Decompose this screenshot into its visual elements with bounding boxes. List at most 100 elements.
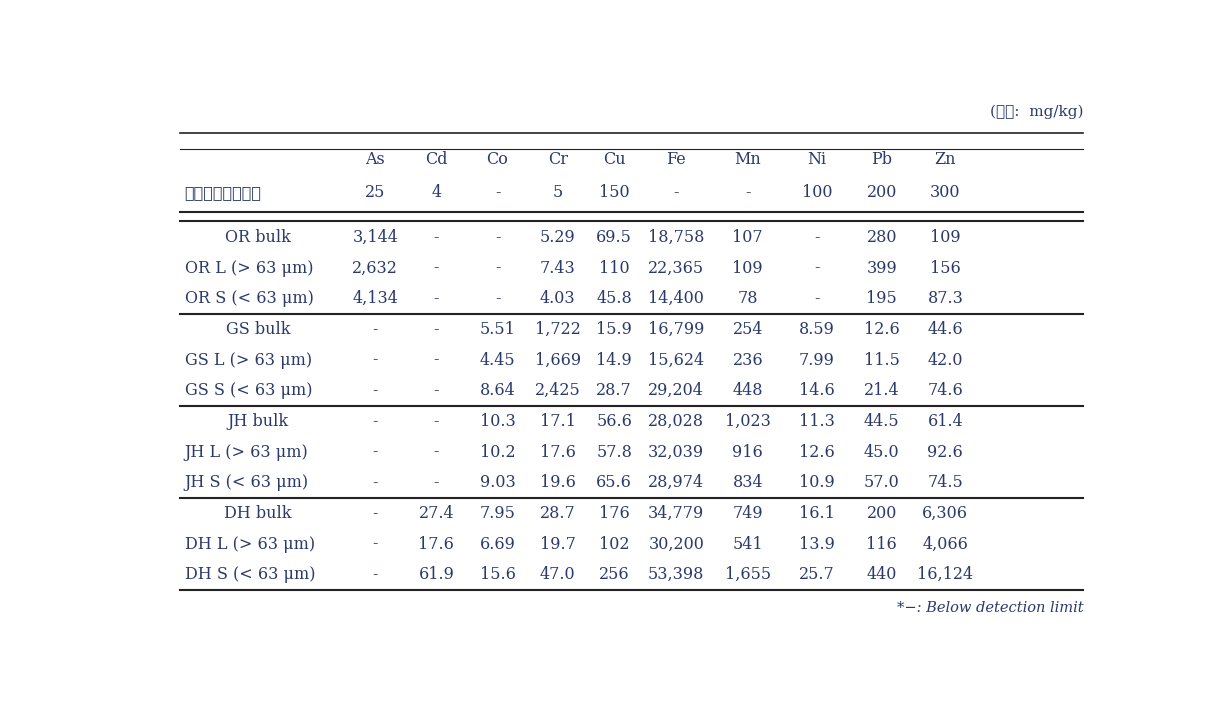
Text: 28,028: 28,028 [648, 413, 704, 430]
Text: -: - [433, 321, 439, 338]
Text: 11.5: 11.5 [864, 352, 900, 369]
Text: 57.0: 57.0 [864, 474, 900, 491]
Text: 28.7: 28.7 [596, 382, 632, 399]
Text: 18,758: 18,758 [648, 229, 704, 246]
Text: 200: 200 [867, 505, 897, 522]
Text: 9.03: 9.03 [480, 474, 516, 491]
Text: -: - [495, 290, 500, 307]
Text: 440: 440 [867, 566, 897, 583]
Text: 47.0: 47.0 [540, 566, 575, 583]
Text: 25.7: 25.7 [799, 566, 835, 583]
Text: 74.6: 74.6 [927, 382, 963, 399]
Text: 29,204: 29,204 [648, 382, 704, 399]
Text: 4,134: 4,134 [352, 290, 398, 307]
Text: 74.5: 74.5 [927, 474, 963, 491]
Text: 32,039: 32,039 [648, 444, 704, 460]
Text: Fe: Fe [666, 151, 686, 168]
Text: OR bulk: OR bulk [225, 229, 291, 246]
Text: GS S (< 63 μm): GS S (< 63 μm) [185, 382, 312, 399]
Text: 22,365: 22,365 [648, 260, 704, 277]
Text: JH S (< 63 μm): JH S (< 63 μm) [185, 474, 308, 491]
Text: OR S (< 63 μm): OR S (< 63 μm) [185, 290, 313, 307]
Text: -: - [433, 260, 439, 277]
Text: -: - [815, 229, 819, 246]
Text: 14,400: 14,400 [648, 290, 704, 307]
Text: 4: 4 [431, 185, 442, 201]
Text: 236: 236 [732, 352, 764, 369]
Text: 4.03: 4.03 [540, 290, 575, 307]
Text: -: - [433, 413, 439, 430]
Text: -: - [495, 229, 500, 246]
Text: 916: 916 [732, 444, 764, 460]
Text: 10.3: 10.3 [480, 413, 516, 430]
Text: 541: 541 [732, 536, 764, 552]
Text: 109: 109 [930, 229, 960, 246]
Text: 44.5: 44.5 [864, 413, 900, 430]
Text: 2,632: 2,632 [352, 260, 398, 277]
Text: 17.1: 17.1 [540, 413, 575, 430]
Text: Mn: Mn [734, 151, 761, 168]
Text: 6.69: 6.69 [480, 536, 516, 552]
Text: 19.7: 19.7 [540, 536, 575, 552]
Text: 69.5: 69.5 [596, 229, 632, 246]
Text: 11.3: 11.3 [799, 413, 835, 430]
Text: 16.1: 16.1 [799, 505, 835, 522]
Text: -: - [373, 352, 378, 369]
Text: 107: 107 [732, 229, 764, 246]
Text: 10.2: 10.2 [480, 444, 515, 460]
Text: 15,624: 15,624 [648, 352, 704, 369]
Text: 1,722: 1,722 [535, 321, 580, 338]
Text: 1,655: 1,655 [725, 566, 771, 583]
Text: 4,066: 4,066 [923, 536, 969, 552]
Text: 448: 448 [732, 382, 764, 399]
Text: -: - [433, 474, 439, 491]
Text: 8.59: 8.59 [799, 321, 835, 338]
Text: 61.9: 61.9 [419, 566, 454, 583]
Text: Pb: Pb [872, 151, 892, 168]
Text: DH L (> 63 μm): DH L (> 63 μm) [185, 536, 314, 552]
Text: 42.0: 42.0 [927, 352, 963, 369]
Text: 87.3: 87.3 [927, 290, 963, 307]
Text: 78: 78 [738, 290, 758, 307]
Text: 16,799: 16,799 [648, 321, 704, 338]
Text: (단위:  mg/kg): (단위: mg/kg) [989, 105, 1083, 119]
Text: 7.99: 7.99 [799, 352, 835, 369]
Text: Cr: Cr [548, 151, 568, 168]
Text: 28,974: 28,974 [648, 474, 704, 491]
Text: -: - [373, 474, 378, 491]
Text: GS bulk: GS bulk [226, 321, 290, 338]
Text: 27.4: 27.4 [419, 505, 454, 522]
Text: 44.6: 44.6 [927, 321, 963, 338]
Text: 14.9: 14.9 [596, 352, 632, 369]
Text: 110: 110 [599, 260, 630, 277]
Text: 92.6: 92.6 [927, 444, 963, 460]
Text: -: - [815, 290, 819, 307]
Text: 5.51: 5.51 [480, 321, 516, 338]
Text: 7.43: 7.43 [540, 260, 575, 277]
Text: 5.29: 5.29 [540, 229, 575, 246]
Text: 14.6: 14.6 [799, 382, 835, 399]
Text: 45.0: 45.0 [864, 444, 900, 460]
Text: 12.6: 12.6 [799, 444, 835, 460]
Text: 2,425: 2,425 [535, 382, 580, 399]
Text: -: - [373, 536, 378, 552]
Text: 254: 254 [732, 321, 764, 338]
Text: -: - [373, 382, 378, 399]
Text: -: - [495, 260, 500, 277]
Text: 1,023: 1,023 [725, 413, 771, 430]
Text: -: - [495, 185, 500, 201]
Text: 3,144: 3,144 [352, 229, 398, 246]
Text: 17.6: 17.6 [540, 444, 575, 460]
Text: 61.4: 61.4 [927, 413, 963, 430]
Text: 19.6: 19.6 [540, 474, 575, 491]
Text: GS L (> 63 μm): GS L (> 63 μm) [185, 352, 312, 369]
Text: 65.6: 65.6 [596, 474, 632, 491]
Text: 176: 176 [599, 505, 630, 522]
Text: *−: Below detection limit: *−: Below detection limit [897, 601, 1083, 615]
Text: 15.6: 15.6 [480, 566, 516, 583]
Text: Zn: Zn [935, 151, 957, 168]
Text: -: - [433, 444, 439, 460]
Text: -: - [745, 185, 750, 201]
Text: 53,398: 53,398 [648, 566, 704, 583]
Text: -: - [373, 505, 378, 522]
